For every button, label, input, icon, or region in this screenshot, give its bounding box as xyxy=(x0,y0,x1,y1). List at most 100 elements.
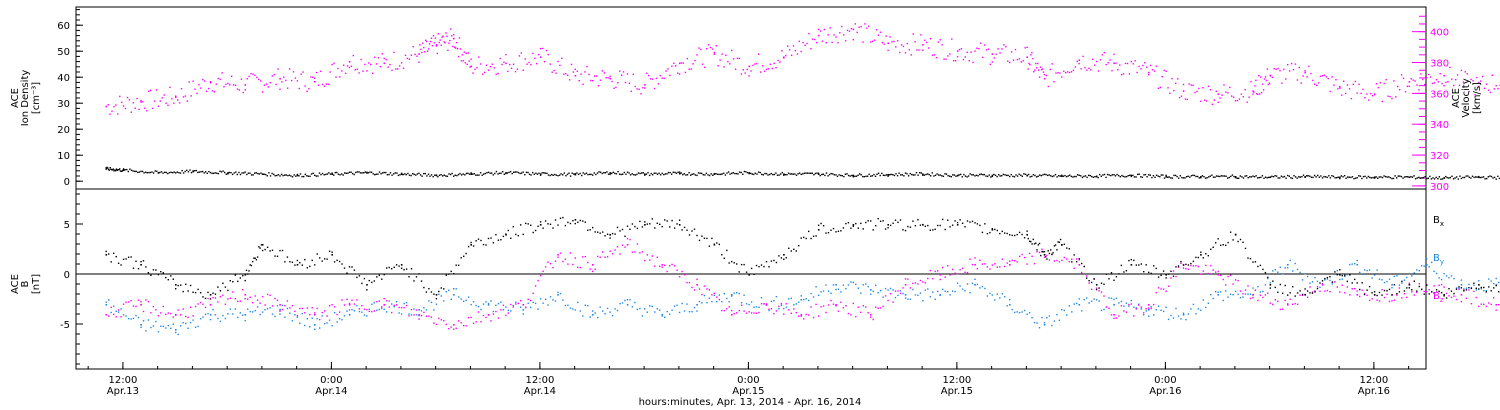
data-point xyxy=(308,88,310,90)
data-point xyxy=(421,51,423,54)
data-point xyxy=(455,327,457,329)
data-point xyxy=(582,172,584,174)
data-point xyxy=(578,80,580,82)
data-point xyxy=(255,172,257,174)
data-point xyxy=(745,171,747,173)
data-point xyxy=(338,318,341,320)
data-point xyxy=(768,309,770,312)
x-tick-date: Apr.15 xyxy=(941,386,973,397)
data-point xyxy=(1480,303,1482,305)
data-point xyxy=(1296,177,1298,179)
data-point xyxy=(1290,62,1293,65)
data-point xyxy=(167,172,169,175)
data-point xyxy=(981,263,984,265)
data-point xyxy=(460,298,462,300)
data-point xyxy=(611,80,613,83)
data-point xyxy=(738,309,740,312)
data-point xyxy=(152,325,155,327)
data-point xyxy=(1339,291,1341,293)
data-point xyxy=(1260,91,1263,94)
data-point xyxy=(1262,290,1264,293)
data-point xyxy=(587,305,589,307)
data-point xyxy=(442,175,444,177)
data-point xyxy=(790,297,792,300)
data-point xyxy=(577,301,579,304)
data-point xyxy=(418,314,420,316)
data-point xyxy=(1468,90,1470,93)
data-point xyxy=(1099,59,1102,61)
data-point xyxy=(1020,174,1022,176)
data-point xyxy=(894,296,897,299)
data-point xyxy=(472,322,475,324)
data-point xyxy=(377,173,379,175)
data-point xyxy=(219,290,222,292)
data-point xyxy=(827,34,829,36)
data-point xyxy=(410,308,413,311)
data-point xyxy=(614,172,616,175)
data-point xyxy=(534,285,537,287)
data-point xyxy=(860,311,862,313)
data-point xyxy=(1427,177,1429,179)
data-point xyxy=(175,172,177,174)
data-point xyxy=(260,244,263,246)
data-point xyxy=(1361,289,1363,291)
data-point xyxy=(343,315,346,317)
data-point xyxy=(1310,72,1312,75)
data-point xyxy=(841,25,843,28)
data-point xyxy=(1172,317,1175,319)
data-point xyxy=(1001,230,1003,233)
data-point xyxy=(1445,81,1447,84)
data-point xyxy=(1252,296,1254,299)
data-point xyxy=(969,258,971,260)
data-point xyxy=(974,284,976,286)
data-point xyxy=(899,290,902,292)
data-point xyxy=(156,170,158,172)
data-point xyxy=(574,74,577,77)
data-point xyxy=(1373,176,1376,179)
data-point xyxy=(1029,64,1031,66)
data-point xyxy=(316,253,318,255)
data-point xyxy=(1129,174,1131,176)
data-point xyxy=(1440,283,1443,286)
data-point xyxy=(1135,307,1137,309)
data-point xyxy=(480,63,482,65)
data-point xyxy=(852,225,854,227)
data-point xyxy=(109,167,111,169)
data-point xyxy=(445,32,447,34)
data-point xyxy=(1430,178,1433,180)
data-point xyxy=(894,219,897,221)
data-point xyxy=(1402,177,1404,179)
data-point xyxy=(987,48,990,50)
data-point xyxy=(1483,290,1485,292)
data-point xyxy=(1040,254,1042,257)
data-point xyxy=(309,313,311,316)
data-point xyxy=(1148,74,1150,76)
data-point xyxy=(1258,74,1260,77)
data-point xyxy=(462,173,464,175)
data-point xyxy=(397,174,400,177)
data-point xyxy=(778,305,780,308)
data-point xyxy=(646,223,648,225)
data-point xyxy=(185,315,187,318)
data-point xyxy=(1406,276,1408,279)
data-point xyxy=(1352,83,1354,85)
data-point xyxy=(1423,290,1425,293)
data-point xyxy=(959,219,961,221)
data-point xyxy=(435,303,438,305)
data-point xyxy=(569,222,572,225)
data-point xyxy=(932,278,934,280)
data-point xyxy=(422,42,424,44)
data-point xyxy=(244,84,247,86)
data-point xyxy=(339,174,341,176)
data-point xyxy=(680,62,683,64)
top-panel-data xyxy=(105,23,1500,180)
data-point xyxy=(1284,267,1286,269)
data-point xyxy=(840,301,842,303)
data-point xyxy=(122,169,124,172)
y-tick-label: 60 xyxy=(57,21,70,32)
data-point xyxy=(241,172,243,174)
data-point xyxy=(224,317,227,320)
data-point xyxy=(246,78,248,80)
data-point xyxy=(1037,175,1039,177)
data-point xyxy=(805,237,807,240)
